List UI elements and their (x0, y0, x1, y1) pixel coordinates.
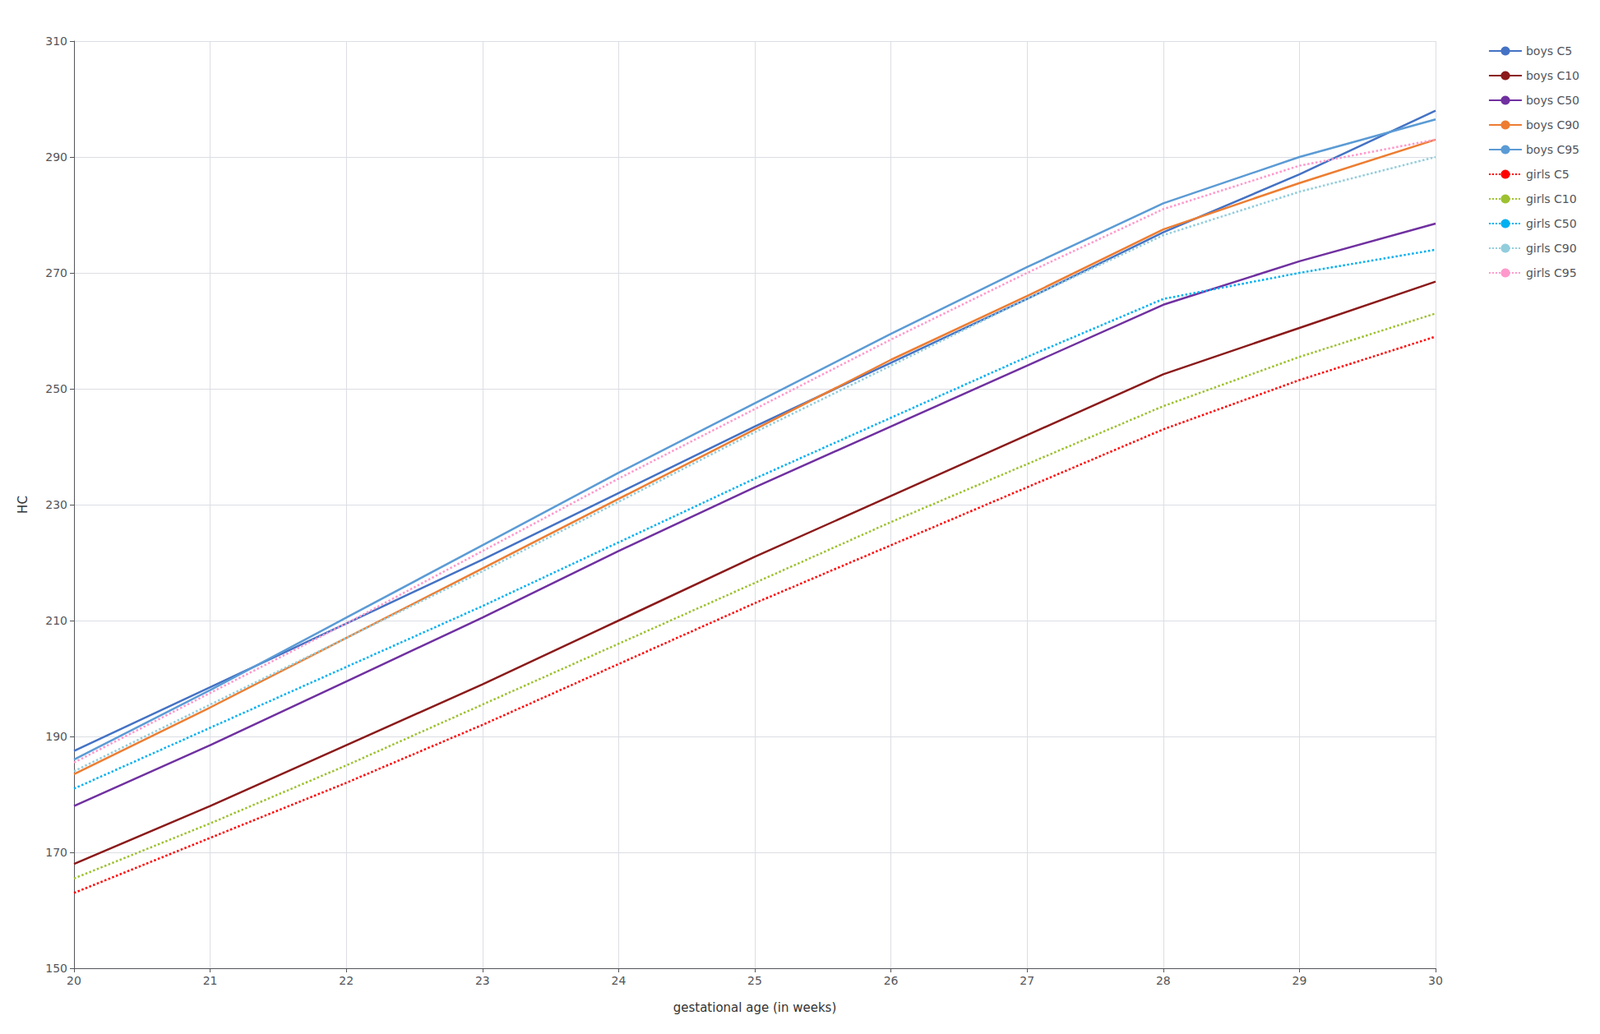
svg-text:boys C5: boys C5 (1526, 44, 1573, 58)
svg-text:21: 21 (203, 974, 218, 988)
svg-text:270: 270 (45, 266, 68, 280)
svg-text:29: 29 (1291, 974, 1307, 988)
svg-text:boys C10: boys C10 (1526, 69, 1580, 83)
svg-text:24: 24 (610, 974, 626, 988)
svg-text:20: 20 (66, 974, 82, 988)
svg-text:girls C90: girls C90 (1526, 241, 1577, 255)
svg-text:150: 150 (45, 961, 68, 976)
svg-text:23: 23 (475, 974, 491, 988)
svg-text:22: 22 (338, 974, 354, 988)
svg-text:boys C90: boys C90 (1526, 118, 1580, 132)
svg-text:girls C10: girls C10 (1526, 192, 1577, 206)
svg-text:290: 290 (45, 150, 68, 164)
svg-text:250: 250 (45, 382, 68, 396)
svg-text:girls C95: girls C95 (1526, 266, 1577, 280)
svg-text:boys C95: boys C95 (1526, 143, 1580, 157)
svg-text:310: 310 (45, 34, 68, 48)
svg-text:230: 230 (45, 498, 68, 512)
svg-text:girls C5: girls C5 (1526, 167, 1570, 181)
svg-text:190: 190 (45, 730, 68, 744)
svg-text:26: 26 (883, 974, 899, 988)
svg-text:25: 25 (747, 974, 763, 988)
svg-text:170: 170 (45, 846, 68, 860)
svg-text:girls C50: girls C50 (1526, 217, 1577, 231)
svg-text:28: 28 (1156, 974, 1171, 988)
svg-text:boys C50: boys C50 (1526, 93, 1580, 107)
svg-text:30: 30 (1428, 974, 1443, 988)
svg-text:210: 210 (45, 614, 68, 628)
svg-text:HC: HC (15, 495, 31, 514)
svg-text:27: 27 (1019, 974, 1035, 988)
svg-text:gestational age (in weeks): gestational age (in weeks) (673, 1000, 837, 1016)
